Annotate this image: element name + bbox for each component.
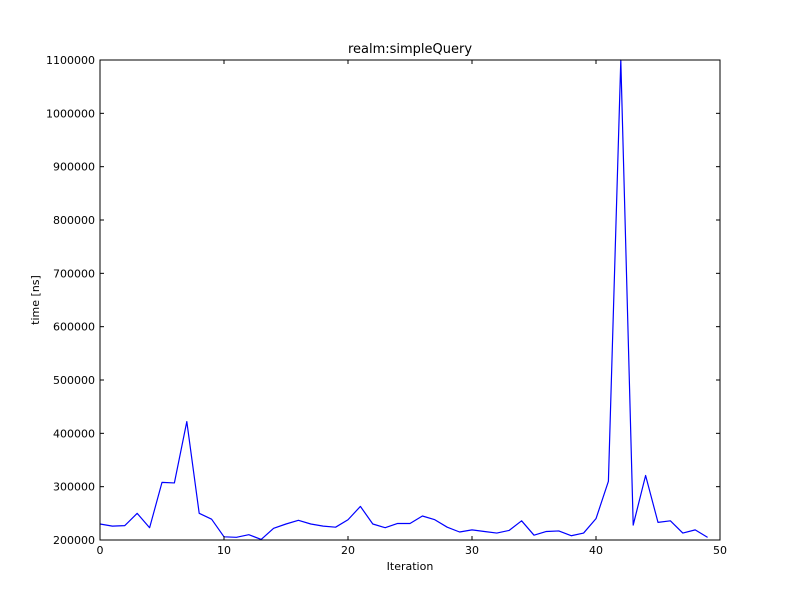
- ticks-layer: 0 10 20 30 40 50 200000 300000 400000 500000 60000…: [46, 54, 727, 557]
- y-tick-label: 500000: [53, 374, 95, 387]
- y-tick-label: 1100000: [46, 54, 95, 67]
- x-tick-label: 40: [589, 544, 603, 557]
- y-tick-label: 1000000: [46, 107, 95, 120]
- plot-frame: [99, 59, 721, 541]
- x-tick-label: 10: [217, 544, 231, 557]
- x-tick-label: 30: [465, 544, 479, 557]
- series-line: [99, 59, 708, 541]
- x-axis-label: Iteration: [387, 560, 434, 573]
- y-tick-label: 600000: [53, 321, 95, 334]
- y-tick-label: 800000: [53, 214, 95, 227]
- y-tick-label: 700000: [53, 267, 95, 280]
- chart-title: realm:simpleQuery: [348, 42, 472, 57]
- x-tick-label: 20: [341, 544, 355, 557]
- y-tick-label: 200000: [53, 534, 95, 547]
- y-tick-label: 900000: [53, 161, 95, 174]
- y-tick-label: 400000: [53, 427, 95, 440]
- x-tick-label: 50: [713, 544, 727, 557]
- series-layer: [99, 59, 708, 541]
- y-axis-label: time [ns]: [29, 275, 42, 325]
- x-tick-label: 0: [97, 544, 104, 557]
- y-tick-label: 300000: [53, 481, 95, 494]
